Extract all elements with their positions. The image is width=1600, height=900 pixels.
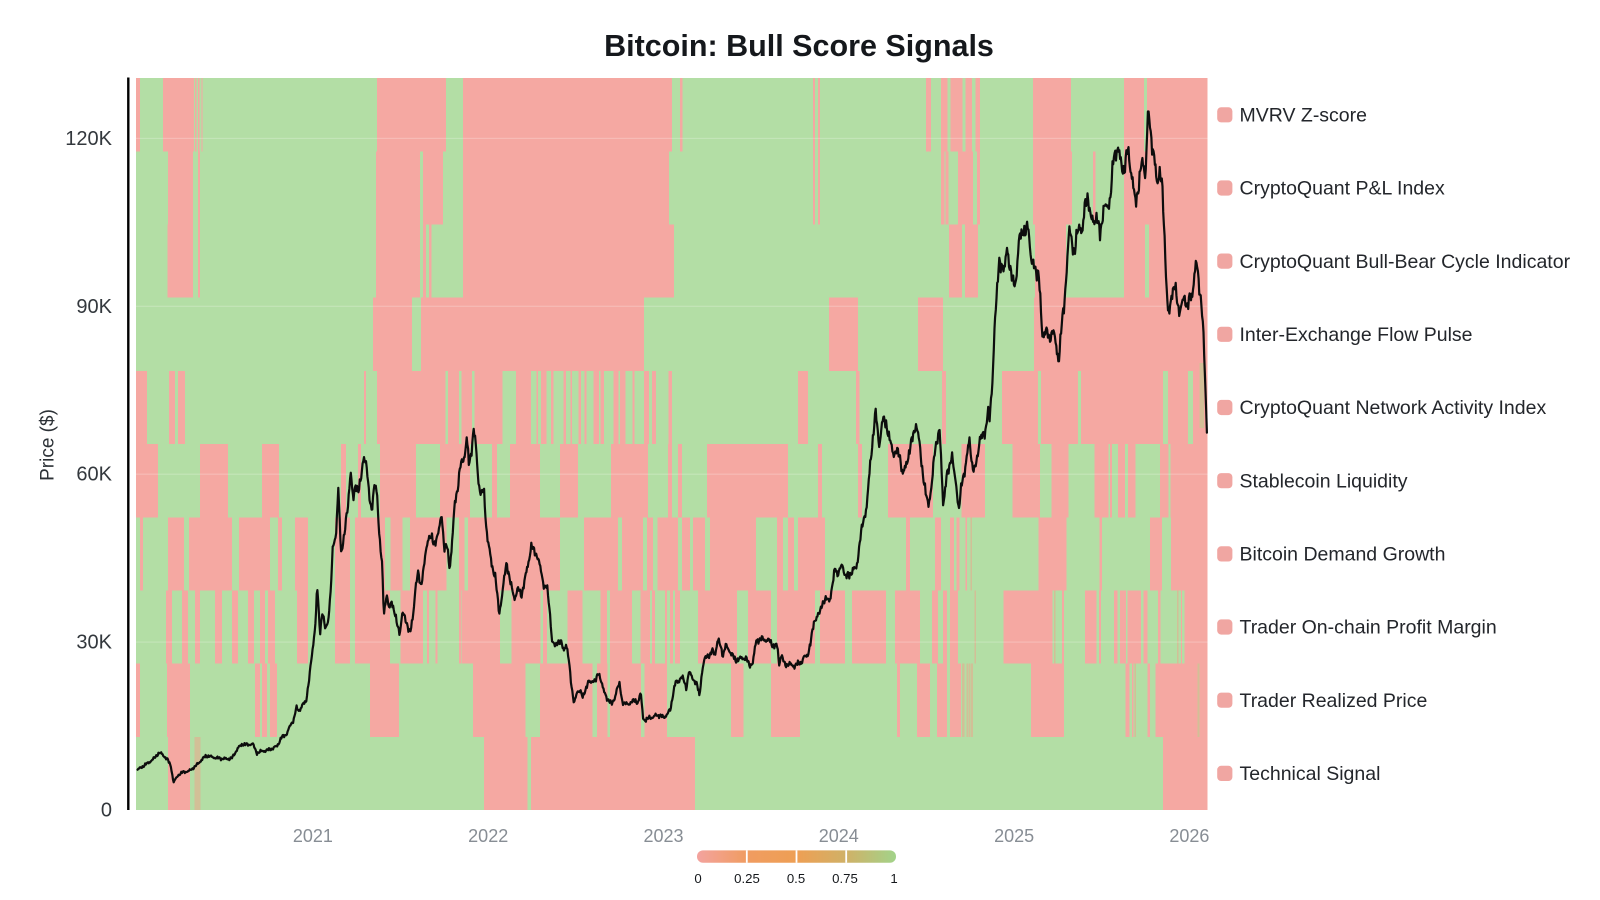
svg-text:Inter-Exchange Flow Pulse: Inter-Exchange Flow Pulse [1240, 324, 1473, 346]
svg-text:2026: 2026 [1169, 826, 1209, 846]
svg-text:0: 0 [694, 871, 701, 886]
svg-text:0.75: 0.75 [832, 871, 858, 886]
svg-text:Price ($): Price ($) [38, 409, 59, 481]
svg-text:2023: 2023 [643, 826, 683, 846]
svg-text:Bitcoin Demand Growth: Bitcoin Demand Growth [1240, 544, 1446, 566]
svg-text:Bitcoin: Bull Score Signals: Bitcoin: Bull Score Signals [604, 29, 994, 63]
svg-text:Technical Signal: Technical Signal [1240, 763, 1381, 785]
svg-text:Trader Realized Price: Trader Realized Price [1240, 690, 1428, 712]
svg-text:2024: 2024 [819, 826, 859, 846]
svg-text:60K: 60K [76, 464, 112, 486]
svg-text:90K: 90K [76, 296, 112, 318]
svg-text:0.5: 0.5 [787, 871, 805, 886]
svg-text:Stablecoin Liquidity: Stablecoin Liquidity [1240, 470, 1408, 492]
svg-text:0: 0 [101, 800, 112, 822]
svg-text:120K: 120K [65, 128, 112, 150]
svg-text:MVRV Z-score: MVRV Z-score [1240, 104, 1368, 126]
svg-text:Trader On-chain Profit Margin: Trader On-chain Profit Margin [1240, 617, 1497, 639]
svg-text:2025: 2025 [994, 826, 1034, 846]
svg-text:0.25: 0.25 [734, 871, 760, 886]
svg-text:2022: 2022 [468, 826, 508, 846]
svg-text:CryptoQuant P&L Index: CryptoQuant P&L Index [1240, 178, 1445, 200]
svg-text:CryptoQuant Bull-Bear Cycle In: CryptoQuant Bull-Bear Cycle Indicator [1240, 251, 1571, 273]
svg-text:1: 1 [890, 871, 897, 886]
svg-text:30K: 30K [76, 632, 112, 654]
svg-text:CryptoQuant Network Activity I: CryptoQuant Network Activity Index [1240, 397, 1547, 419]
svg-text:2021: 2021 [293, 826, 333, 846]
